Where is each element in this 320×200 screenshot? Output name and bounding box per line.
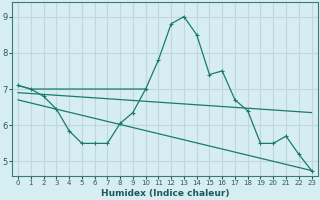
X-axis label: Humidex (Indice chaleur): Humidex (Indice chaleur) (100, 189, 229, 198)
